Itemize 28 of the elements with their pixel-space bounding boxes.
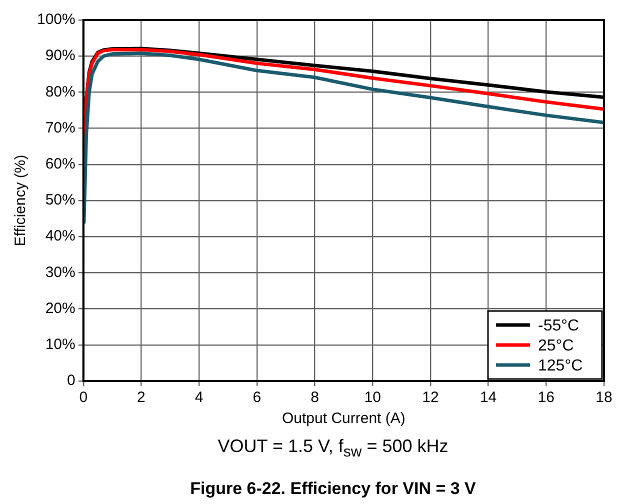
y-axis-title: Efficiency (%)	[12, 154, 30, 246]
y-tick-label: 10%	[45, 336, 76, 354]
x-tick-label: 18	[596, 389, 612, 406]
x-tick-label: 16	[538, 389, 554, 406]
x-tick-label: 8	[310, 389, 319, 406]
x-tick-label: 10	[364, 389, 381, 406]
y-tick-label: 80%	[45, 83, 76, 100]
y-tick-label: 30%	[45, 264, 76, 281]
legend-label: 125°C	[538, 357, 583, 374]
y-tick-label: 90%	[45, 47, 76, 64]
y-tick-label: 0	[67, 372, 76, 390]
x-tick-label: 6	[252, 389, 262, 406]
y-tick-label: 20%	[45, 300, 76, 317]
legend-label: -55°C	[538, 317, 580, 334]
y-tick-label: 70%	[45, 119, 76, 136]
legend-label: 25°C	[538, 337, 574, 354]
x-tick-label: 2	[137, 389, 146, 406]
y-tick-label: 40%	[45, 228, 76, 245]
x-tick-label: 0	[79, 389, 88, 406]
y-tick-label: 60%	[45, 156, 76, 173]
x-tick-label: 4	[194, 389, 204, 406]
y-tick-label: 100%	[36, 11, 76, 28]
y-tick-label: 50%	[45, 192, 76, 209]
x-tick-label: 12	[422, 389, 439, 406]
x-tick-label: 14	[480, 389, 497, 406]
text: Figure 6-22. Efficiency for VIN = 3 V	[189, 478, 477, 499]
text: VOUT = 1.5 V, f$_{sw}$ = 500 kHz	[216, 436, 450, 461]
x-axis-title: Output Current (A)	[282, 410, 406, 428]
